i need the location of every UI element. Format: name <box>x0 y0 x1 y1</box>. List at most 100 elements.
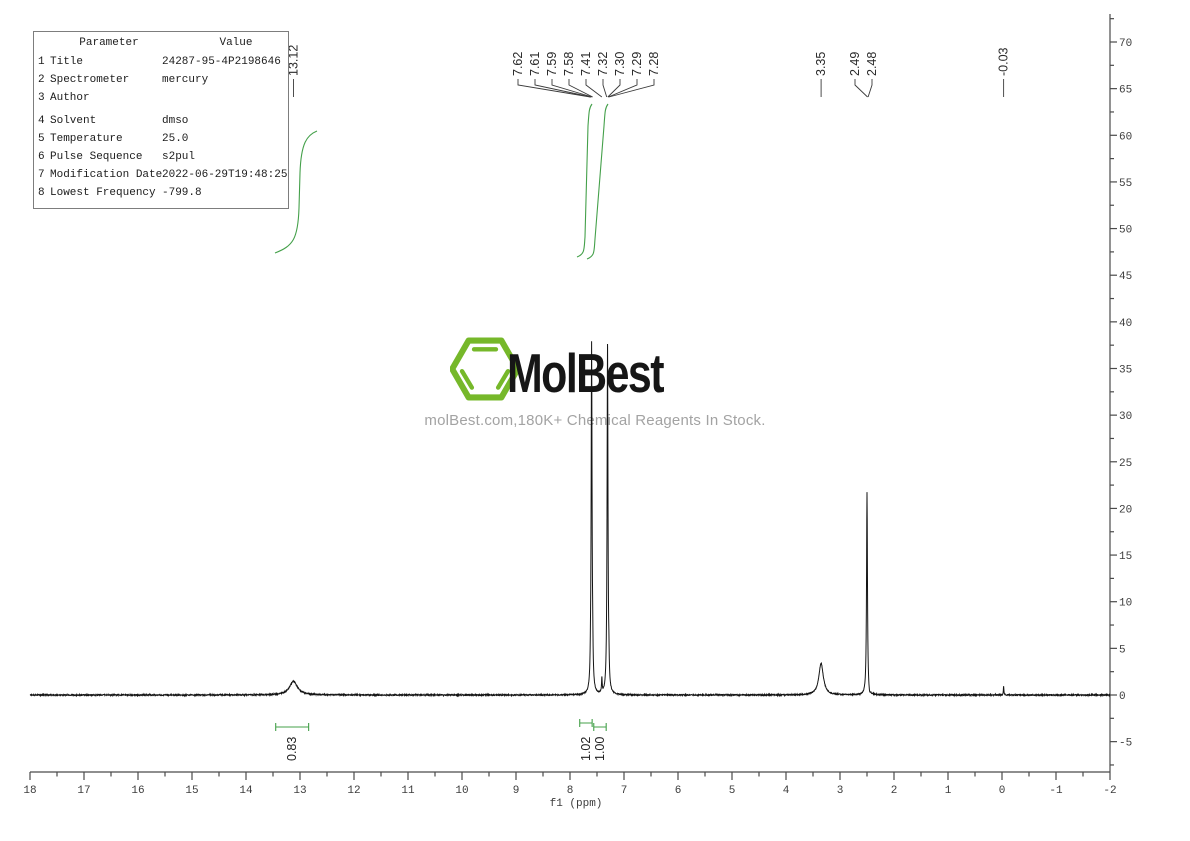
param-number: 5 <box>38 133 45 145</box>
peak-label: 2.49 <box>848 52 862 76</box>
param-row: 8 Lowest Frequency -799.8 <box>34 184 288 202</box>
x-tick-label: 9 <box>513 785 520 797</box>
y-tick-label: 50 <box>1119 225 1132 237</box>
y-tick-label: 25 <box>1119 458 1132 470</box>
param-name: Author <box>50 92 90 104</box>
x-tick-label: 5 <box>729 785 736 797</box>
peak-leader-lines <box>293 79 1005 98</box>
param-value: s2pul <box>162 151 196 163</box>
param-number: 4 <box>38 115 45 127</box>
param-row: 2 Spectrometer mercury <box>34 71 288 89</box>
param-value: 24287-95-4P2198646 <box>162 56 281 68</box>
peak-label: 7.32 <box>596 52 610 76</box>
y-tick-label: 20 <box>1119 504 1132 516</box>
y-tick-label: -5 <box>1119 738 1132 750</box>
x-tick-label: -2 <box>1103 785 1116 797</box>
integral-value: 1.02 <box>579 737 593 761</box>
param-value: dmso <box>162 115 189 127</box>
y-tick-label: 5 <box>1119 644 1126 656</box>
y-tick-label: 70 <box>1119 38 1132 50</box>
param-row: 3 Author <box>34 89 288 107</box>
integral-curves <box>274 103 609 731</box>
param-name: Solvent <box>50 115 97 127</box>
peak-label: 7.28 <box>647 52 661 76</box>
x-tick-label: 18 <box>23 785 36 797</box>
x-tick-label: -1 <box>1049 785 1063 797</box>
param-number: 3 <box>38 92 45 104</box>
x-tick-label: 8 <box>567 785 574 797</box>
header-value: Value <box>219 36 253 49</box>
param-row: 1 Title 24287-95-4P2198646 <box>34 53 288 71</box>
integral-value: 0.83 <box>285 737 299 761</box>
y-tick-label: 10 <box>1119 598 1132 610</box>
molbest-hexagon-icon <box>450 337 520 401</box>
y-tick-label: 45 <box>1119 271 1132 283</box>
axes <box>29 14 1117 780</box>
x-tick-label: 10 <box>455 785 468 797</box>
y-tick-label: 35 <box>1119 365 1132 377</box>
param-row: 4 Solvent dmso <box>34 112 288 130</box>
x-tick-label: 12 <box>347 785 360 797</box>
param-name: Modification Date <box>50 169 163 181</box>
x-axis-title: f1 (ppm) <box>550 798 603 810</box>
peak-label: 7.61 <box>528 52 542 76</box>
y-tick-label: 55 <box>1119 178 1132 190</box>
x-tick-label: 2 <box>891 785 898 797</box>
peak-label: 7.30 <box>613 52 627 76</box>
param-value: mercury <box>162 74 209 86</box>
param-number: 8 <box>38 187 45 199</box>
param-row: 5 Temperature 25.0 <box>34 130 288 148</box>
peak-label: 2.48 <box>865 52 879 76</box>
y-tick-label: 0 <box>1119 691 1126 703</box>
param-name: Spectrometer <box>50 74 130 86</box>
param-name: Temperature <box>50 133 123 145</box>
molbest-brand-text: MolBest <box>507 342 664 404</box>
x-tick-label: 7 <box>621 785 628 797</box>
x-tick-label: 4 <box>783 785 790 797</box>
x-tick-label: 17 <box>77 785 90 797</box>
param-number: 6 <box>38 151 45 163</box>
peak-labels: 13.12 7.62 7.61 7.59 7.58 7.41 7.32 7.30 7.29 7.2… <box>287 45 1011 76</box>
x-tick-label: 1 <box>945 785 952 797</box>
param-row: 6 Pulse Sequence s2pul <box>34 148 288 166</box>
x-tick-label: 16 <box>131 785 144 797</box>
param-name: Lowest Frequency <box>50 187 156 199</box>
param-value: 25.0 <box>162 133 189 145</box>
peak-label: 7.59 <box>545 52 559 76</box>
peak-label: 13.12 <box>287 45 301 76</box>
y-tick-label: 65 <box>1119 85 1132 97</box>
param-value: -799.8 <box>162 187 202 199</box>
tick-labels: 18 17 16 15 14 13 12 11 10 9 8 7 6 5 4 3 2 1 0 -1 -270656055… <box>23 38 1132 810</box>
molbest-logo: MolBest <box>450 335 664 404</box>
x-tick-label: 3 <box>837 785 844 797</box>
y-tick-label: 30 <box>1119 411 1132 423</box>
parameter-table-header: Parameter Value <box>34 32 288 53</box>
integral-labels: 0.83 1.02 1.00 <box>285 737 607 761</box>
x-tick-label: 0 <box>999 785 1006 797</box>
parameter-table-rows: 1 Title 24287-95-4P2198646 2 Spectrometer mer… <box>34 53 288 202</box>
integral-value: 1.00 <box>593 737 607 761</box>
param-row: 7 Modification Date 2022-06-29T19:48:25 <box>34 166 288 184</box>
header-parameter: Parameter <box>79 36 139 49</box>
param-number: 7 <box>38 169 45 181</box>
param-number: 2 <box>38 74 45 86</box>
x-tick-label: 14 <box>239 785 253 797</box>
peak-label: 7.62 <box>511 52 525 76</box>
param-name: Title <box>50 56 84 68</box>
peak-label: 7.41 <box>579 52 593 76</box>
x-tick-label: 11 <box>401 785 415 797</box>
param-number: 1 <box>38 56 45 68</box>
param-name: Pulse Sequence <box>50 151 143 163</box>
peak-label: 3.35 <box>814 52 828 76</box>
peak-label: 7.29 <box>630 52 644 76</box>
y-tick-label: 40 <box>1119 318 1132 330</box>
param-value: 2022-06-29T19:48:25 <box>162 169 288 181</box>
y-tick-label: 60 <box>1119 131 1132 143</box>
peak-label: -0.03 <box>997 47 1011 76</box>
peak-label: 7.58 <box>562 52 576 76</box>
y-tick-label: 15 <box>1119 551 1132 563</box>
x-tick-label: 6 <box>675 785 682 797</box>
nmr-trace <box>29 341 1111 698</box>
